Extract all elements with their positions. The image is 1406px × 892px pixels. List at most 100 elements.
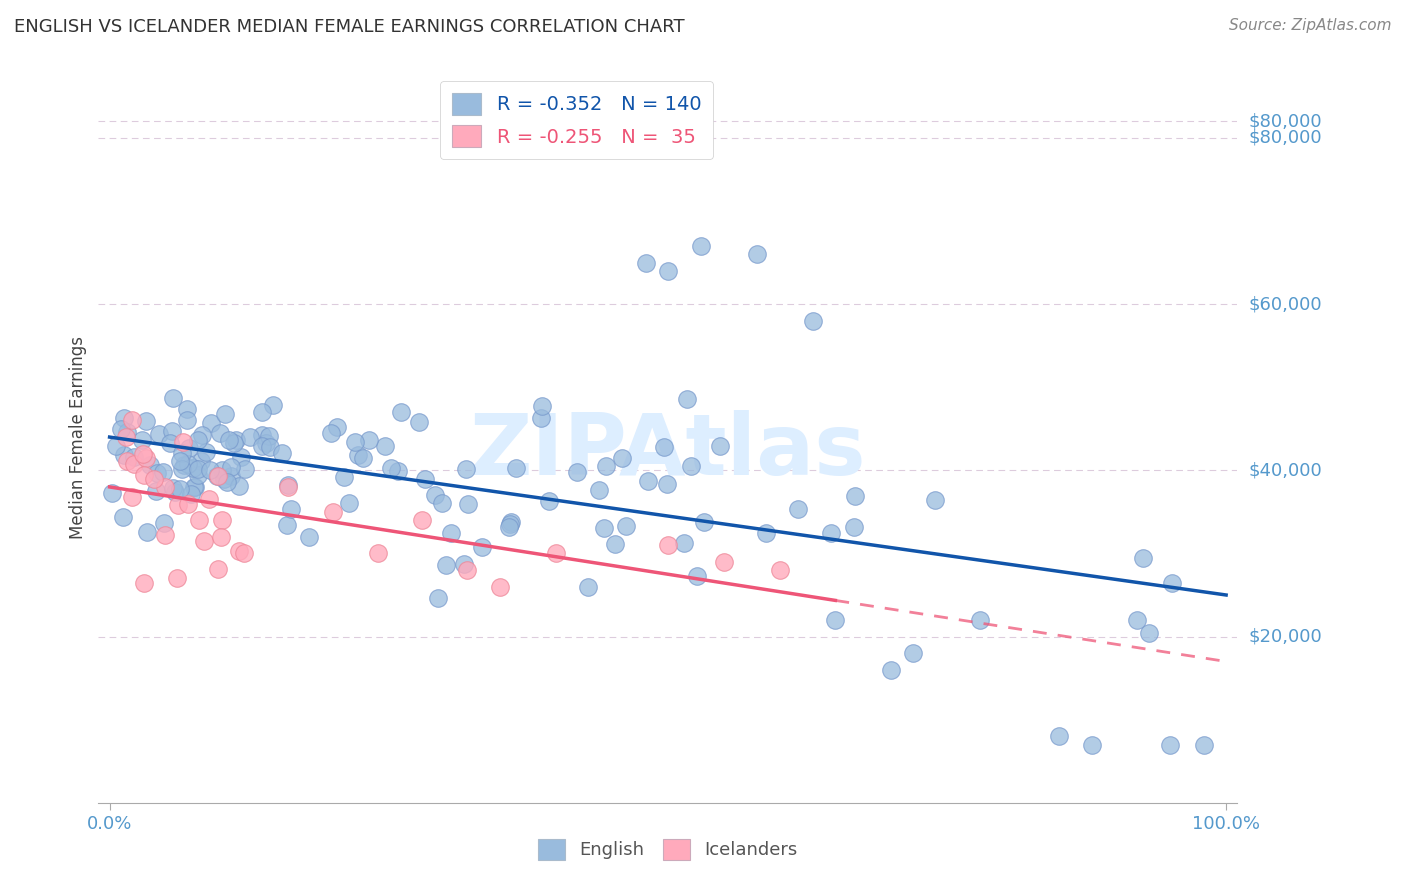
Point bbox=[121, 413, 143, 427]
Text: $20,000: $20,000 bbox=[1249, 628, 1322, 646]
Point bbox=[148, 427, 170, 442]
Point bbox=[176, 413, 198, 427]
Point bbox=[132, 447, 155, 461]
Point bbox=[546, 546, 568, 560]
Text: Source: ZipAtlas.com: Source: ZipAtlas.com bbox=[1229, 18, 1392, 33]
Point bbox=[139, 458, 162, 472]
Point bbox=[530, 399, 553, 413]
Point bbox=[298, 530, 321, 544]
Point bbox=[1161, 576, 1184, 591]
Point bbox=[413, 472, 436, 486]
Point bbox=[228, 479, 250, 493]
Point bbox=[276, 518, 298, 533]
Point bbox=[163, 485, 186, 500]
Point bbox=[143, 472, 166, 486]
Point bbox=[505, 461, 527, 475]
Point bbox=[207, 468, 229, 483]
Point bbox=[634, 255, 657, 269]
Point bbox=[166, 571, 188, 585]
Point bbox=[501, 516, 523, 530]
Point bbox=[489, 580, 512, 594]
Point bbox=[456, 563, 478, 577]
Point bbox=[1192, 738, 1215, 752]
Point bbox=[115, 453, 138, 467]
Point bbox=[319, 426, 342, 441]
Point bbox=[277, 478, 299, 492]
Text: $60,000: $60,000 bbox=[1249, 295, 1322, 313]
Point bbox=[655, 477, 678, 491]
Point bbox=[212, 472, 235, 486]
Point bbox=[250, 405, 273, 419]
Point bbox=[408, 415, 430, 429]
Point bbox=[270, 446, 292, 460]
Point bbox=[198, 463, 221, 477]
Point bbox=[454, 461, 477, 475]
Point bbox=[205, 469, 228, 483]
Text: ZIPAtlas: ZIPAtlas bbox=[470, 410, 866, 493]
Point bbox=[179, 441, 201, 455]
Point bbox=[969, 613, 991, 627]
Point bbox=[112, 448, 135, 462]
Point bbox=[214, 407, 236, 421]
Point bbox=[209, 426, 232, 441]
Point bbox=[111, 509, 134, 524]
Point bbox=[250, 439, 273, 453]
Point bbox=[239, 430, 262, 444]
Point bbox=[152, 465, 174, 479]
Point bbox=[250, 428, 273, 442]
Point bbox=[193, 534, 215, 549]
Point bbox=[652, 440, 675, 454]
Point bbox=[434, 558, 457, 573]
Point bbox=[326, 419, 349, 434]
Point bbox=[498, 520, 520, 534]
Point bbox=[218, 433, 240, 447]
Point bbox=[172, 462, 194, 476]
Point bbox=[425, 488, 447, 502]
Point bbox=[903, 646, 925, 660]
Point bbox=[844, 489, 866, 503]
Point bbox=[176, 402, 198, 417]
Point bbox=[183, 480, 205, 494]
Point bbox=[101, 486, 124, 500]
Point bbox=[112, 411, 135, 425]
Text: $80,000: $80,000 bbox=[1249, 112, 1322, 130]
Point bbox=[115, 425, 138, 439]
Point bbox=[387, 464, 409, 478]
Point bbox=[177, 497, 200, 511]
Point bbox=[637, 474, 659, 488]
Point bbox=[352, 451, 374, 466]
Point bbox=[104, 439, 127, 453]
Y-axis label: Median Female Earnings: Median Female Earnings bbox=[69, 335, 87, 539]
Point bbox=[672, 536, 695, 550]
Point bbox=[136, 525, 159, 540]
Point bbox=[233, 461, 256, 475]
Point bbox=[359, 433, 381, 447]
Point bbox=[187, 468, 209, 483]
Point bbox=[173, 458, 195, 473]
Point bbox=[471, 540, 494, 554]
Point bbox=[367, 546, 389, 560]
Point bbox=[122, 457, 145, 471]
Point bbox=[1137, 626, 1160, 640]
Point bbox=[1126, 613, 1149, 627]
Point bbox=[693, 516, 716, 530]
Point bbox=[453, 558, 475, 572]
Point bbox=[135, 414, 157, 428]
Point bbox=[1159, 738, 1181, 752]
Point bbox=[593, 520, 616, 534]
Point bbox=[110, 421, 132, 435]
Point bbox=[924, 492, 946, 507]
Point bbox=[169, 454, 191, 468]
Point bbox=[221, 469, 243, 483]
Point bbox=[713, 555, 735, 569]
Point bbox=[176, 457, 198, 471]
Point bbox=[259, 440, 281, 454]
Point bbox=[191, 428, 214, 442]
Point bbox=[200, 417, 222, 431]
Point bbox=[603, 537, 626, 551]
Point bbox=[374, 439, 396, 453]
Point bbox=[343, 435, 366, 450]
Point bbox=[115, 430, 138, 444]
Point bbox=[181, 461, 204, 475]
Point bbox=[162, 481, 184, 495]
